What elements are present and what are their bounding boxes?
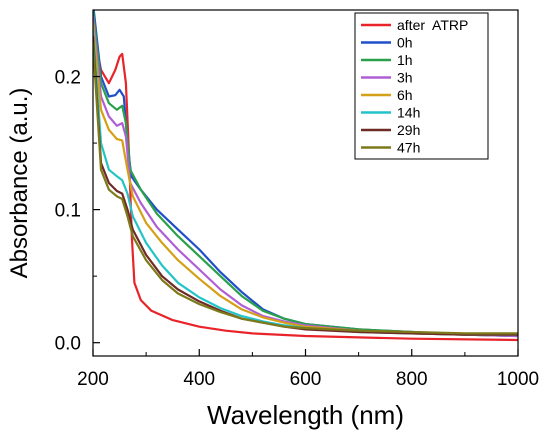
legend-label-0: after ATRP <box>397 17 468 33</box>
y-axis-label: Absorbance (a.u.) <box>6 88 33 279</box>
legend-label-3: 3h <box>397 70 413 86</box>
series-line-0 <box>93 28 518 342</box>
ticks-layer: 200 400 600 800 1000 0.0 0.1 0.2 <box>55 68 540 390</box>
legend-label-1: 0h <box>397 35 413 51</box>
y-tick-label-0: 0.0 <box>55 334 81 355</box>
legend-label-5: 14h <box>397 105 420 121</box>
series-line-2 <box>93 10 518 338</box>
series-layer <box>93 10 518 342</box>
x-tick-label-2: 600 <box>290 369 322 390</box>
legend-box <box>354 12 489 160</box>
series-line-6 <box>93 35 518 336</box>
x-tick-label-0: 200 <box>77 369 109 390</box>
x-tick-label-1: 400 <box>183 369 215 390</box>
y-tick-label-2: 0.2 <box>55 68 81 89</box>
legend-label-2: 1h <box>397 52 413 68</box>
x-tick-label-4: 1000 <box>497 369 539 390</box>
legend-label-6: 29h <box>397 122 420 138</box>
legend-label-4: 6h <box>397 87 413 103</box>
legend-label-7: 47h <box>397 140 420 156</box>
y-tick-label-1: 0.1 <box>55 201 81 222</box>
x-tick-label-3: 800 <box>396 369 428 390</box>
series-line-7 <box>93 42 518 335</box>
x-axis-label: Wavelength (nm) <box>207 400 404 430</box>
